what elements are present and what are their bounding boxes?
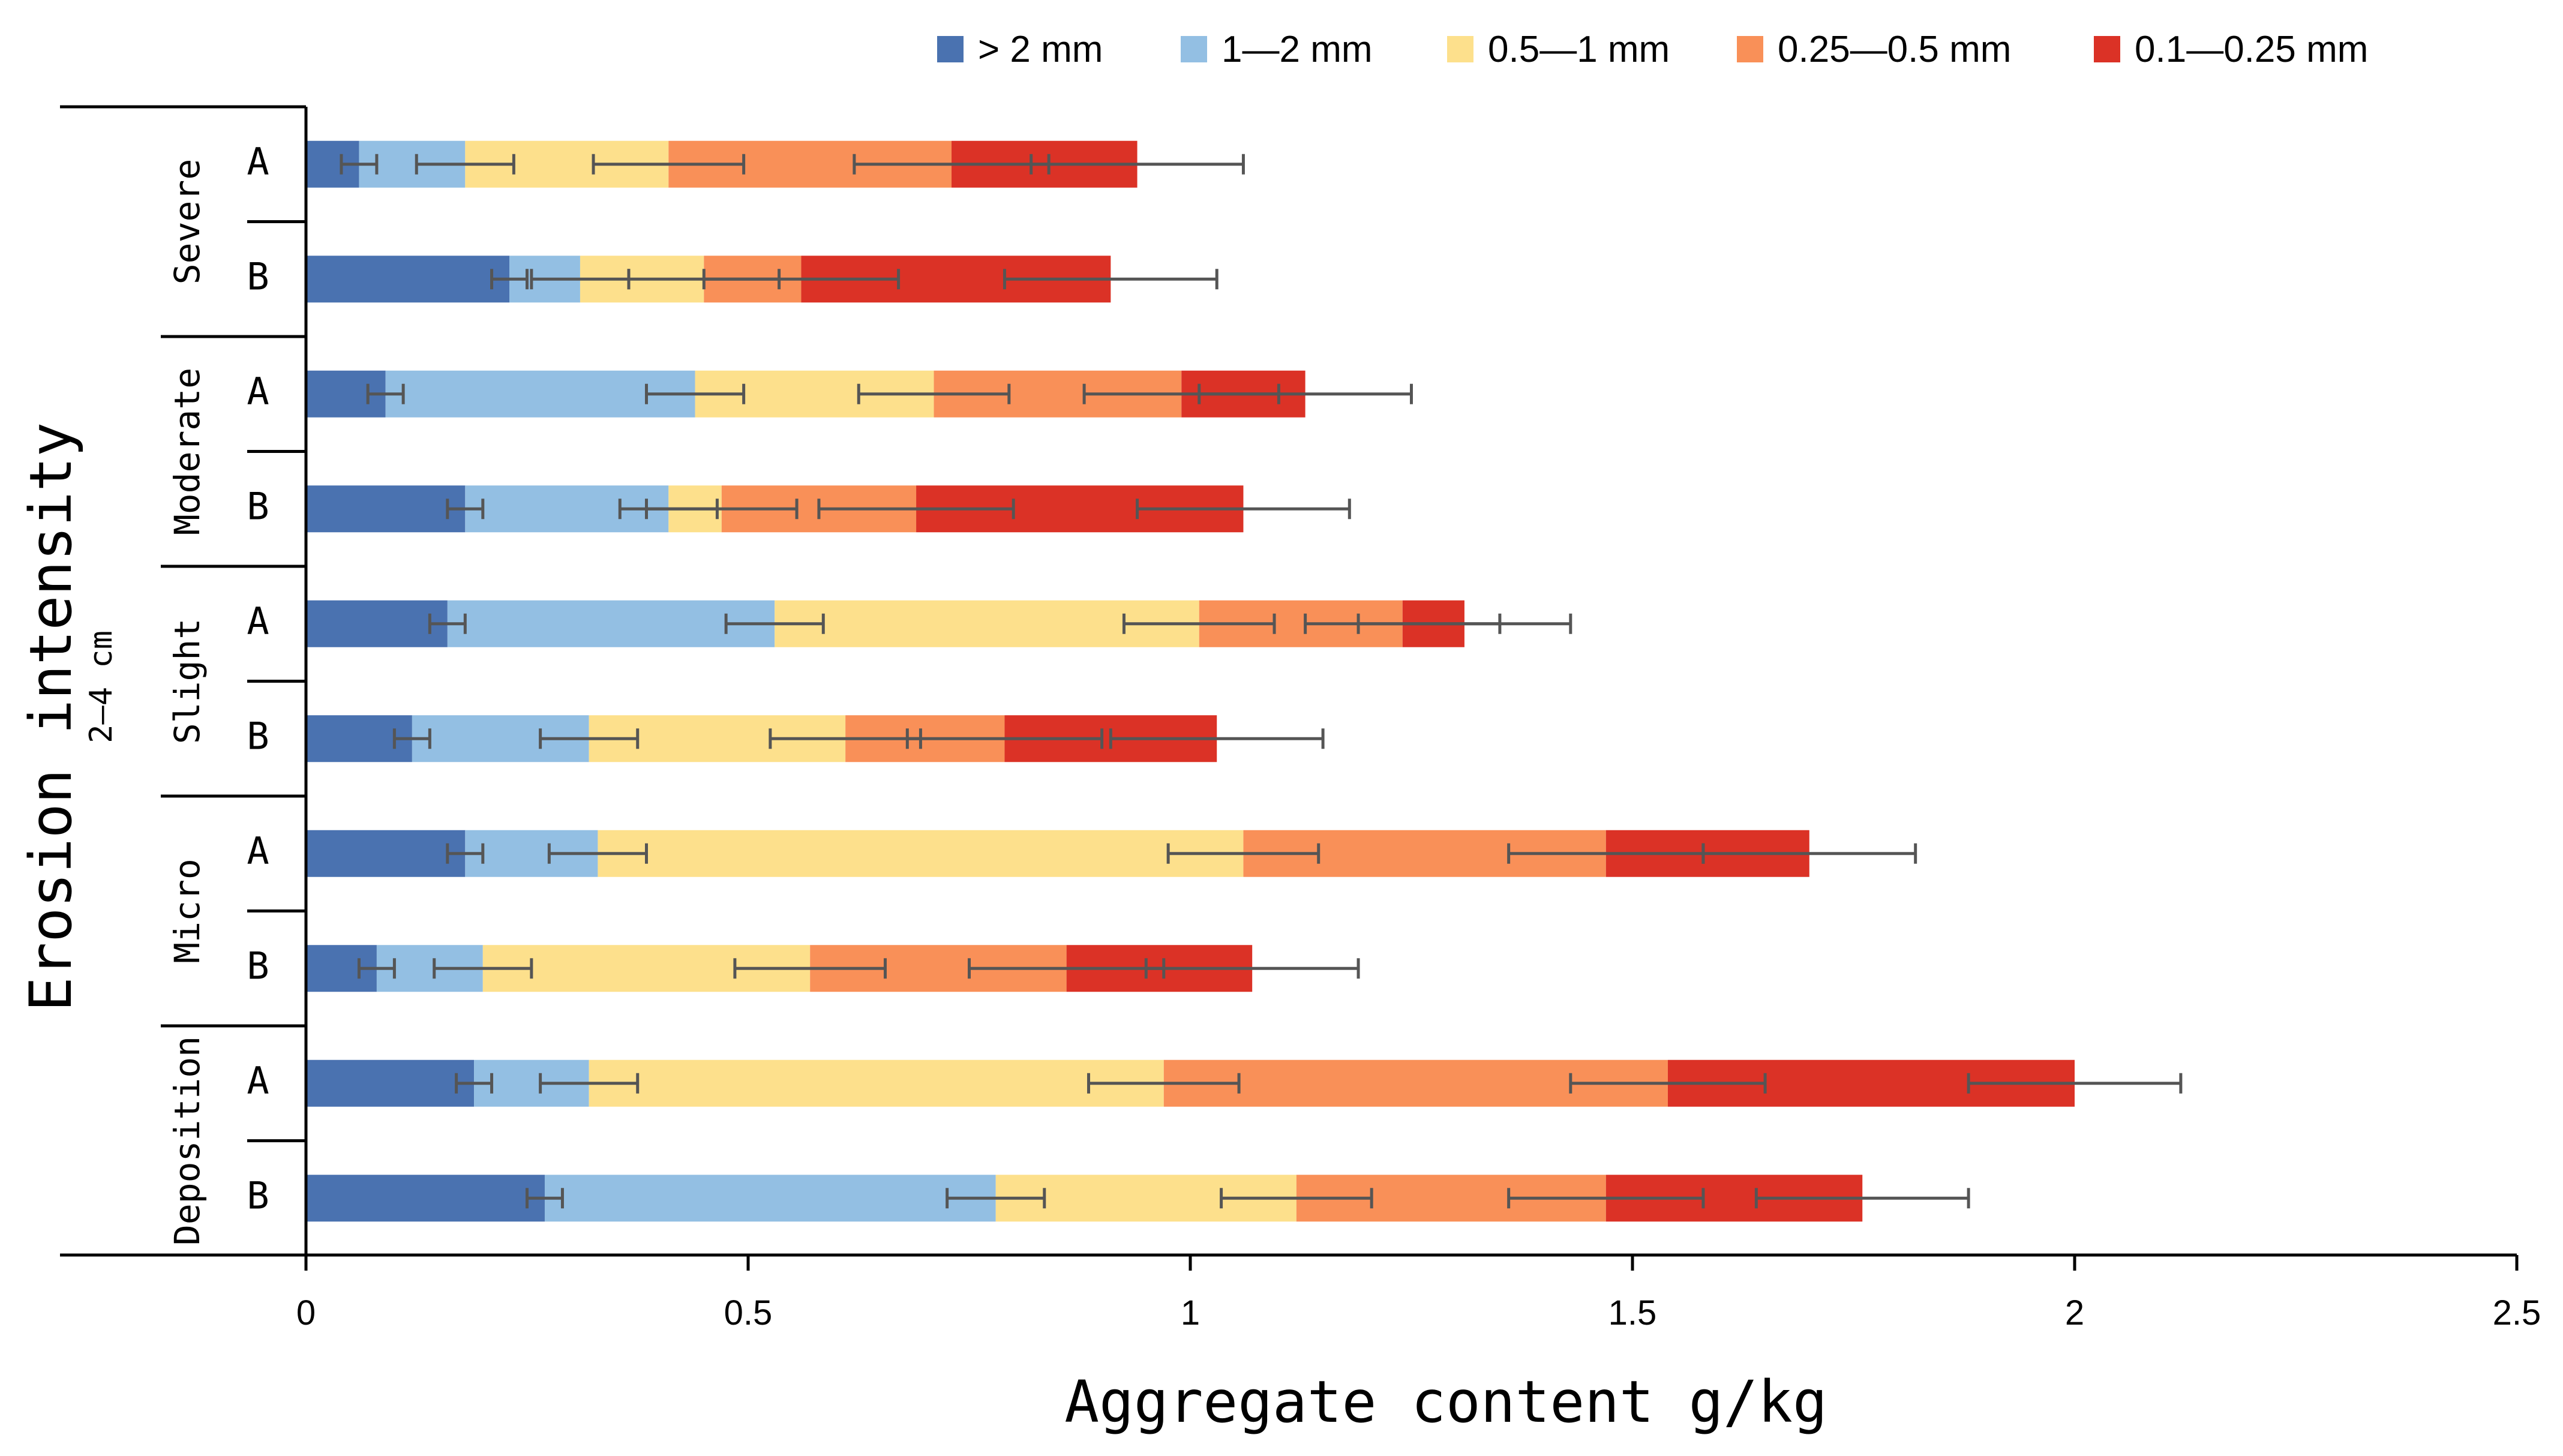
bar-micro-a-series-2 (598, 830, 1244, 877)
x-tick-label: 1 (1181, 1293, 1200, 1332)
x-tick-label: 2.5 (2493, 1293, 2541, 1332)
subgroup-label: A (247, 370, 269, 413)
x-tick-label: 2 (2065, 1293, 2084, 1332)
error-bar (446, 843, 485, 864)
error-bar (1701, 843, 1917, 864)
bar-moderate-b-series-0 (306, 485, 466, 533)
error-bar (1198, 383, 1413, 404)
error-bar (724, 613, 825, 634)
subgroup-label: B (247, 1173, 269, 1217)
axes-layer: 0 0.5 1 1.5 2 2.5 Severe A B Moderate A B Slight A B Mi… (60, 105, 2541, 1332)
y-axis-title: Erosion intensity (17, 422, 85, 1012)
group-label-micro: Micro (167, 858, 208, 963)
legend-label: 0.5—1 mm (1488, 29, 1670, 70)
error-bar (446, 499, 485, 520)
error-bar (733, 958, 887, 979)
subgroup-label: B (247, 714, 269, 758)
legend-label: > 2 mm (978, 29, 1103, 70)
subgroup-label: B (247, 484, 269, 528)
error-bar (1030, 154, 1245, 175)
error-bar (392, 728, 431, 749)
error-bar (1122, 613, 1276, 634)
error-bar (433, 958, 533, 979)
error-bars-layer (340, 154, 2183, 1209)
error-bar (1109, 728, 1325, 749)
bar-deposition-a-series-2 (589, 1059, 1164, 1107)
error-bar (366, 383, 405, 404)
bar-deposition-b-series-0 (306, 1175, 545, 1222)
x-tick-label: 1.5 (1608, 1293, 1657, 1332)
subgroup-label: B (247, 944, 269, 987)
group-label-moderate: Moderate (167, 368, 208, 535)
error-bar (490, 269, 529, 290)
legend-item: 1—2 mm (1181, 29, 1372, 70)
error-bar (1136, 499, 1351, 520)
subgroup-label: A (247, 599, 269, 643)
legend-swatch (2094, 36, 2120, 62)
error-bar (428, 613, 467, 634)
error-bar (1507, 1188, 1705, 1209)
bar-micro-a-series-0 (306, 830, 466, 877)
error-bar (946, 1188, 1046, 1209)
error-bar (1754, 1188, 1970, 1209)
legend-swatch (1447, 36, 1473, 62)
y-axis-subtitle: 2—4 cm (83, 631, 119, 743)
error-bar (1003, 269, 1219, 290)
error-bar (905, 728, 1104, 749)
error-bar (644, 499, 799, 520)
subgroup-label: A (247, 1059, 269, 1103)
bar-deposition-b-series-1 (544, 1175, 996, 1222)
error-bar (1166, 843, 1320, 864)
legend-swatch (1737, 36, 1763, 62)
legend-item: 0.1—0.25 mm (2094, 29, 2368, 70)
subgroup-label: B (247, 254, 269, 298)
error-bar (455, 1073, 494, 1094)
x-tick-label: 0 (296, 1293, 316, 1332)
error-bar (1569, 1073, 1767, 1094)
subgroup-label: A (247, 829, 269, 873)
error-bar (539, 1073, 640, 1094)
group-label-deposition: Deposition (167, 1036, 208, 1245)
bar-severe-b-series-0 (306, 256, 510, 303)
error-bar (817, 499, 1015, 520)
bar-slight-a-series-0 (306, 600, 448, 647)
bar-slight-a-series-1 (447, 600, 775, 647)
group-label-slight: Slight (167, 619, 208, 744)
subgroup-label: A (247, 140, 269, 184)
bar-deposition-a-series-0 (306, 1059, 475, 1107)
legend-label: 1—2 mm (1222, 29, 1372, 70)
group-label-severe: Severe (167, 159, 208, 285)
legend-item: > 2 mm (937, 29, 1103, 70)
error-bar (526, 1188, 564, 1209)
error-bar (415, 154, 515, 175)
error-bar (340, 154, 379, 175)
bars-layer (306, 140, 2075, 1222)
x-axis-title: Aggregate content g/kg (1064, 1368, 1827, 1436)
legend-label: 0.25—0.5 mm (1778, 29, 2011, 70)
error-bar (1087, 1073, 1241, 1094)
error-bar (1144, 958, 1360, 979)
error-bar (857, 383, 1011, 404)
x-tick-label: 0.5 (724, 1293, 773, 1332)
error-bar (702, 269, 901, 290)
error-bar (644, 383, 746, 404)
error-bar (1967, 1073, 2183, 1094)
legend-swatch (937, 36, 964, 62)
error-bar (592, 154, 746, 175)
error-bar (539, 728, 640, 749)
legend: > 2 mm 1—2 mm 0.5—1 mm 0.25—0.5 mm 0.1—0.25 … (937, 29, 2368, 70)
bar-moderate-a-series-1 (385, 370, 695, 418)
error-bar (547, 843, 648, 864)
error-bar (1220, 1188, 1373, 1209)
error-bar (357, 958, 396, 979)
legend-label: 0.1—0.25 mm (2135, 29, 2368, 70)
legend-item: 0.5—1 mm (1447, 29, 1670, 70)
legend-item: 0.25—0.5 mm (1737, 29, 2011, 70)
legend-swatch (1181, 36, 1207, 62)
error-bar (1356, 613, 1572, 634)
